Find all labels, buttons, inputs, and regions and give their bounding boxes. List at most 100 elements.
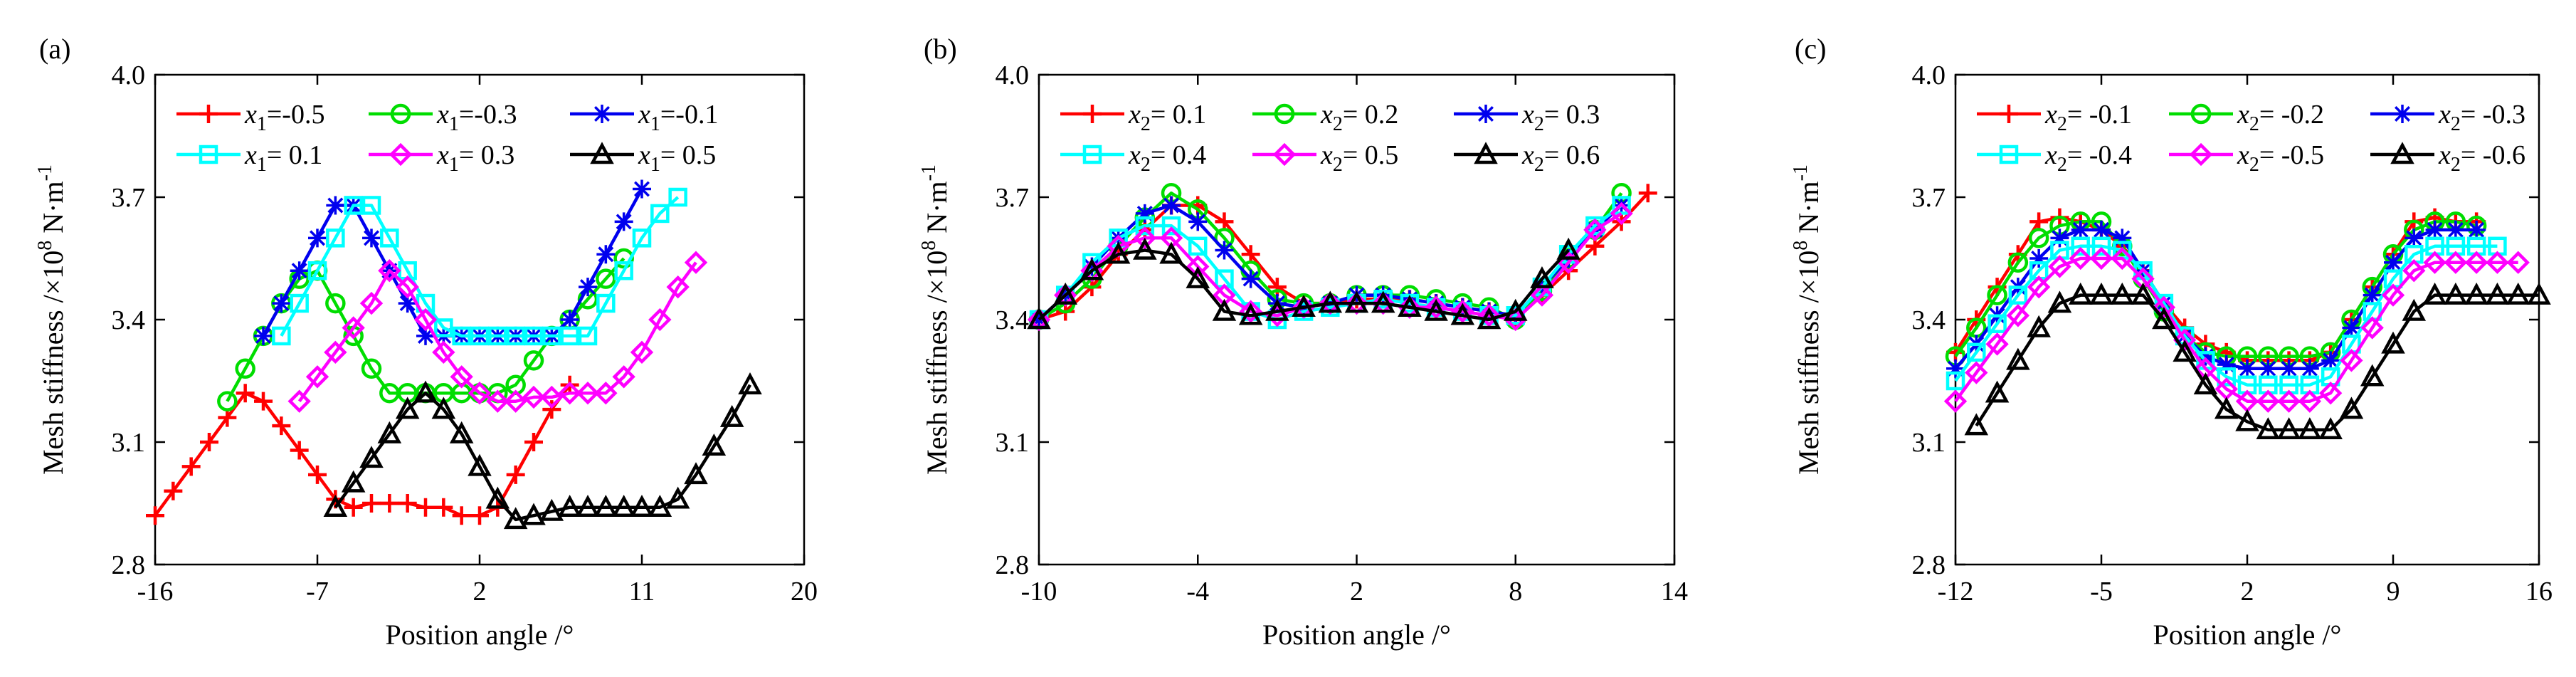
data-point bbox=[1556, 237, 1580, 260]
data-point bbox=[2384, 253, 2402, 272]
data-point bbox=[1027, 307, 1051, 330]
x-tick-label: -12 bbox=[1938, 577, 1974, 607]
data-point bbox=[1530, 266, 1554, 288]
legend-marker bbox=[1082, 145, 1102, 164]
legend-entry-6: x1= 0.5 bbox=[570, 140, 716, 176]
data-point bbox=[218, 408, 237, 427]
data-point bbox=[323, 495, 348, 517]
data-point bbox=[1186, 266, 1210, 288]
x-tick-label: 14 bbox=[1661, 577, 1688, 607]
data-point bbox=[612, 365, 635, 389]
data-point bbox=[523, 350, 544, 371]
data-point bbox=[1238, 303, 1263, 325]
legend-entry-3: x2= 0.3 bbox=[1454, 100, 1600, 135]
legend-label: x2= 0.6 bbox=[1521, 140, 1600, 176]
series-4 bbox=[272, 187, 687, 346]
data-point bbox=[2279, 359, 2298, 378]
data-point bbox=[2381, 283, 2405, 307]
series-2 bbox=[1945, 211, 2487, 367]
legend-entry-4: x2= 0.4 bbox=[1060, 140, 1206, 176]
data-point bbox=[1265, 298, 1289, 321]
data-point bbox=[324, 340, 347, 364]
data-point bbox=[235, 358, 255, 379]
data-point bbox=[2152, 307, 2176, 330]
data-point bbox=[2363, 285, 2382, 305]
data-point bbox=[738, 372, 762, 394]
legend-entry-6: x2= -0.6 bbox=[2370, 140, 2525, 176]
y-tick-label: 3.4 bbox=[1912, 305, 1946, 335]
data-point bbox=[2422, 282, 2447, 305]
legend-label: x1= 0.5 bbox=[638, 140, 716, 176]
data-point bbox=[2027, 315, 2051, 337]
data-point bbox=[1371, 290, 1395, 313]
data-point bbox=[287, 389, 311, 413]
data-point bbox=[614, 212, 633, 231]
data-point bbox=[217, 391, 238, 411]
data-point bbox=[2340, 349, 2363, 372]
data-point bbox=[398, 494, 417, 513]
y-axis-label: Mesh stiffness /×108 N·m-1 bbox=[918, 164, 953, 475]
data-point bbox=[254, 326, 273, 345]
data-point bbox=[1964, 413, 1989, 436]
data-point bbox=[506, 465, 525, 484]
legend-label: x2= -0.3 bbox=[2438, 100, 2525, 135]
data-point bbox=[1080, 258, 1104, 280]
data-point bbox=[413, 308, 438, 332]
chart-panel-3: -12 -5 2 9 16 2.8 3.1 3.4 3.7 4.0 (c) Position angl… bbox=[1790, 33, 2553, 651]
data-point bbox=[2339, 397, 2364, 419]
legend-label: x2= 0.5 bbox=[1320, 140, 1398, 176]
data-point bbox=[665, 486, 690, 509]
data-point bbox=[488, 326, 507, 346]
legend-marker bbox=[2190, 103, 2212, 125]
legend-entry-1: x2= 0.1 bbox=[1060, 100, 1206, 135]
data-point bbox=[542, 400, 561, 419]
legend-entry-2: x2= 0.2 bbox=[1252, 100, 1398, 135]
data-point bbox=[200, 433, 218, 451]
legend-marker bbox=[1999, 145, 2019, 164]
data-point bbox=[560, 310, 579, 329]
legend-label: x1= 0.3 bbox=[436, 140, 514, 176]
data-point bbox=[416, 326, 435, 345]
panel-label: (c) bbox=[1795, 33, 1826, 65]
legend-marker bbox=[1272, 142, 1297, 167]
data-point bbox=[2193, 372, 2218, 394]
data-point bbox=[2006, 347, 2030, 370]
data-point bbox=[560, 326, 579, 346]
data-point bbox=[2071, 236, 2090, 256]
data-point bbox=[1053, 282, 1077, 305]
data-point bbox=[719, 404, 744, 427]
data-point bbox=[2298, 389, 2322, 413]
data-point bbox=[522, 385, 546, 409]
data-point bbox=[2008, 285, 2028, 305]
data-point bbox=[2050, 229, 2069, 248]
data-point bbox=[539, 498, 564, 521]
data-point bbox=[702, 434, 727, 456]
data-point bbox=[1967, 342, 1986, 362]
legend-label: x2= -0.2 bbox=[2237, 100, 2324, 135]
data-point bbox=[395, 397, 420, 419]
data-point bbox=[666, 275, 690, 299]
legend-label: x2= -0.1 bbox=[2044, 100, 2132, 135]
data-point bbox=[2007, 252, 2029, 273]
data-point bbox=[1188, 236, 1208, 256]
data-point bbox=[452, 506, 471, 525]
chart-panel-2: -10 -4 2 8 14 2.8 3.1 3.4 3.7 4.0 (b) Position angl… bbox=[918, 33, 1688, 651]
data-point bbox=[2071, 220, 2090, 239]
data-point bbox=[2217, 367, 2236, 387]
data-point bbox=[2527, 282, 2551, 305]
series-line bbox=[1975, 293, 2539, 432]
data-point bbox=[1946, 359, 1965, 378]
legend-entry-4: x2= -0.4 bbox=[1977, 140, 2132, 176]
data-point bbox=[396, 275, 419, 299]
data-point bbox=[1267, 278, 1287, 297]
data-point bbox=[2446, 220, 2465, 239]
series-3 bbox=[1946, 220, 2486, 378]
series-line bbox=[1954, 256, 2518, 403]
y-tick-label: 4.0 bbox=[996, 61, 1030, 90]
legend-label: x2= -0.6 bbox=[2438, 140, 2525, 176]
data-point bbox=[2238, 359, 2256, 378]
data-point bbox=[2029, 249, 2049, 268]
data-point bbox=[398, 294, 417, 313]
data-point bbox=[1985, 332, 2009, 356]
